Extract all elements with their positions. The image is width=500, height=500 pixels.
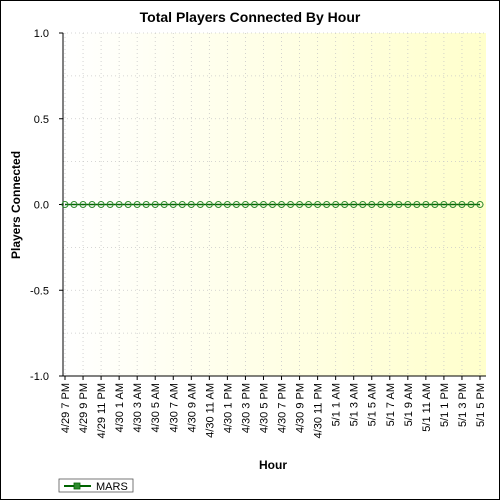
- data-point: [241, 201, 249, 208]
- data-point: [232, 201, 240, 208]
- data-point: [314, 201, 322, 208]
- x-tick-label: 4/30 7 AM: [168, 383, 180, 433]
- data-point: [458, 201, 466, 208]
- data-point: [196, 201, 204, 208]
- data-point: [431, 201, 439, 208]
- legend: MARS: [58, 478, 134, 493]
- y-ticks: 1.0 0.5 0.0 -0.5 -1.0: [30, 28, 63, 383]
- x-tick-label: 5/1 1 AM: [331, 383, 343, 426]
- x-tick-label: 4/30 7 PM: [277, 383, 289, 433]
- x-tick-label: 4/30 3 AM: [132, 383, 144, 433]
- x-tick-label: 4/30 5 PM: [258, 383, 270, 433]
- y-tick-label: -0.5: [30, 285, 49, 297]
- x-tick-label: 4/29 11 PM: [96, 383, 108, 438]
- data-point: [305, 201, 313, 208]
- data-point: [133, 201, 141, 208]
- data-point: [61, 201, 69, 208]
- data-point: [377, 201, 385, 208]
- data-point: [160, 201, 168, 208]
- x-tick-label: 4/30 9 PM: [295, 383, 307, 433]
- data-point: [296, 201, 304, 208]
- y-tick-label: 0.0: [34, 200, 49, 212]
- data-point: [287, 201, 295, 208]
- x-tick-label: 5/1 7 AM: [385, 383, 397, 426]
- series-mars: [61, 201, 484, 208]
- legend-label-mars: MARS: [96, 481, 128, 493]
- x-tick-label: 5/1 5 PM: [475, 383, 487, 427]
- y-tick-label: -1.0: [30, 371, 49, 383]
- x-tick-label: 4/30 11 AM: [204, 383, 216, 438]
- x-tick-label: 4/30 3 PM: [240, 383, 252, 433]
- data-point: [269, 201, 276, 208]
- x-tick-label: 5/1 1 PM: [439, 383, 451, 427]
- y-tick-label: 0.5: [34, 114, 49, 126]
- data-point: [169, 201, 177, 208]
- data-point: [341, 201, 349, 208]
- data-point: [223, 201, 231, 208]
- data-point: [350, 201, 358, 208]
- data-point: [88, 201, 96, 208]
- x-tick-label: 4/30 1 AM: [114, 383, 126, 433]
- data-point: [359, 201, 367, 208]
- data-point: [413, 201, 421, 208]
- data-point: [178, 201, 186, 208]
- data-point: [205, 201, 213, 208]
- x-tick-label: 4/30 5 AM: [150, 383, 162, 433]
- legend-marker-icon: [73, 482, 81, 490]
- data-point: [70, 201, 78, 208]
- data-point: [142, 201, 150, 208]
- data-point: [151, 201, 159, 208]
- data-point: [278, 201, 286, 208]
- x-tick-label: 5/1 11 AM: [421, 383, 433, 432]
- x-tick-label: 5/1 3 PM: [457, 383, 469, 427]
- data-point: [323, 201, 331, 208]
- data-point: [79, 201, 87, 208]
- y-axis-title: Players Connected: [9, 151, 23, 259]
- data-point: [250, 201, 258, 208]
- data-point: [259, 201, 267, 208]
- x-tick-label: 5/1 3 AM: [349, 383, 361, 426]
- data-point: [187, 201, 195, 208]
- x-axis-title: Hour: [259, 458, 287, 472]
- data-point: [368, 201, 376, 208]
- data-point: [467, 201, 475, 208]
- chart-title: Total Players Connected By Hour: [140, 9, 361, 25]
- data-point: [386, 201, 394, 208]
- x-tick-label: 5/1 5 AM: [367, 383, 379, 426]
- data-point: [440, 201, 448, 208]
- data-point: [106, 201, 114, 208]
- data-point: [476, 201, 484, 208]
- x-tick-label: 5/1 9 AM: [403, 383, 415, 426]
- data-point: [395, 201, 403, 208]
- data-point: [214, 201, 222, 208]
- data-point: [422, 201, 430, 208]
- data-point: [97, 201, 105, 208]
- data-point: [449, 201, 457, 208]
- x-tick-label: 4/30 9 AM: [186, 383, 198, 433]
- x-tick-label: 4/30 1 PM: [222, 383, 234, 433]
- x-ticks: 4/29 7 PM 4/29 9 PM 4/29 11 PM 4/30 1 AM 4/3…: [60, 376, 487, 438]
- y-tick-label: 1.0: [34, 28, 49, 40]
- data-point: [124, 201, 132, 208]
- x-tick-label: 4/29 9 PM: [78, 383, 90, 433]
- data-point: [115, 201, 123, 208]
- x-tick-label: 4/30 11 PM: [313, 383, 325, 438]
- x-tick-label: 4/29 7 PM: [60, 383, 72, 433]
- data-point: [332, 201, 340, 208]
- data-point: [404, 201, 412, 208]
